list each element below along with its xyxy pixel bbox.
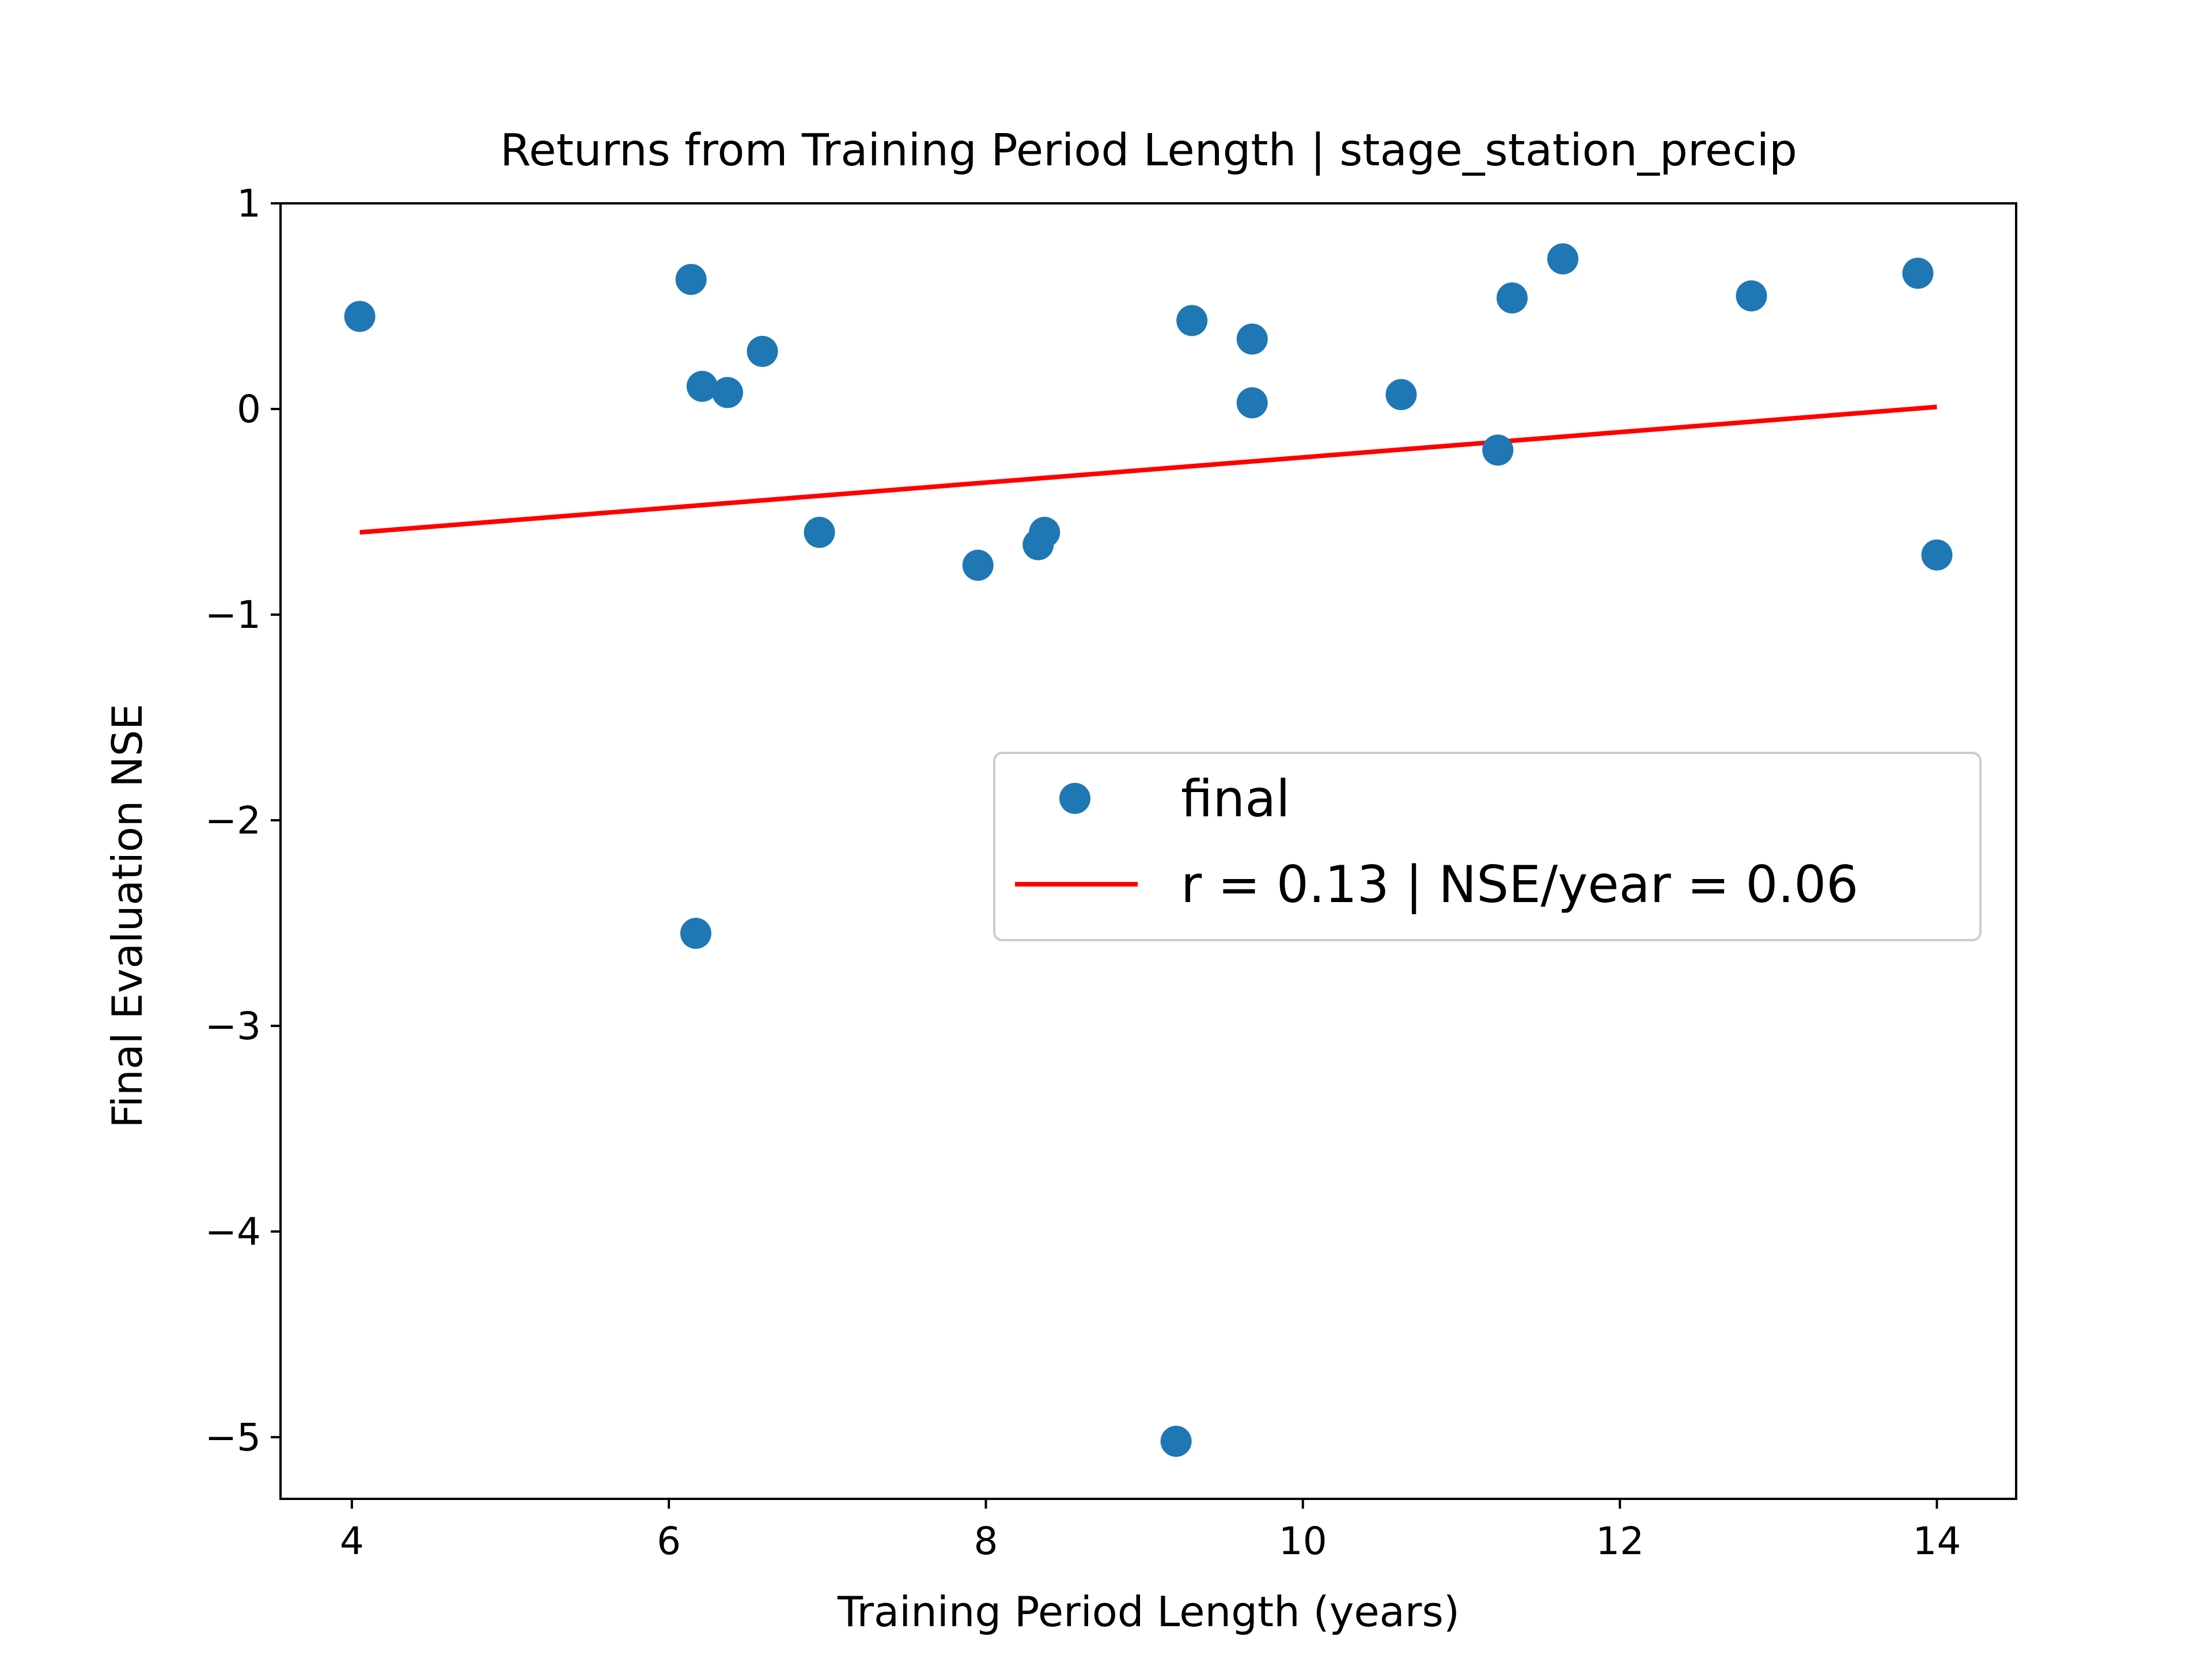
legend-frame: [993, 752, 1982, 941]
data-point: [344, 301, 376, 332]
legend-marker-final: [1059, 783, 1090, 814]
y-tick-label: 0: [237, 387, 261, 431]
legend: final r = 0.13 | NSE/year = 0.06: [993, 752, 1982, 941]
data-point: [675, 264, 707, 296]
data-point: [804, 517, 835, 548]
data-point: [1547, 243, 1579, 275]
x-axis-label: Training Period Length (years): [837, 1588, 1460, 1636]
x-tick-label: 4: [340, 1519, 364, 1563]
data-point: [962, 550, 994, 581]
x-tick-label: 8: [974, 1519, 998, 1563]
x-tick-label: 10: [1279, 1519, 1327, 1563]
chart-title: Returns from Training Period Length | st…: [500, 125, 1797, 176]
data-point: [1385, 378, 1417, 410]
x-tick-label: 12: [1596, 1519, 1644, 1563]
data-point: [1482, 434, 1514, 466]
trend-line: [359, 404, 1937, 535]
plot-frame: [279, 202, 2017, 1500]
y-axis-label: Final Evaluation NSE: [103, 704, 151, 1128]
data-point: [1902, 257, 1934, 289]
legend-label-trend: r = 0.13 | NSE/year = 0.06: [1181, 855, 1858, 915]
y-tick-label: −5: [205, 1415, 261, 1460]
legend-label-final: final: [1181, 769, 1290, 828]
data-point: [1496, 282, 1528, 314]
data-point: [1176, 305, 1208, 336]
y-tick-label: −3: [205, 1004, 261, 1048]
y-tick-label: −4: [205, 1210, 261, 1254]
data-point: [1236, 387, 1268, 419]
x-tick-label: 6: [657, 1519, 681, 1563]
data-point: [680, 918, 711, 949]
y-tick-label: −2: [205, 798, 261, 843]
x-tick-label: 14: [1912, 1519, 1961, 1563]
data-point: [1736, 280, 1767, 312]
data-point: [1160, 1426, 1192, 1457]
data-point: [1029, 517, 1060, 548]
data-point: [1921, 539, 1953, 571]
plot-marks: [344, 243, 1953, 1457]
y-tick-label: 1: [237, 181, 261, 226]
data-point: [747, 336, 778, 368]
data-point: [711, 377, 743, 408]
y-tick-label: −1: [205, 593, 261, 637]
data-point: [686, 370, 718, 402]
data-point: [1236, 323, 1268, 355]
